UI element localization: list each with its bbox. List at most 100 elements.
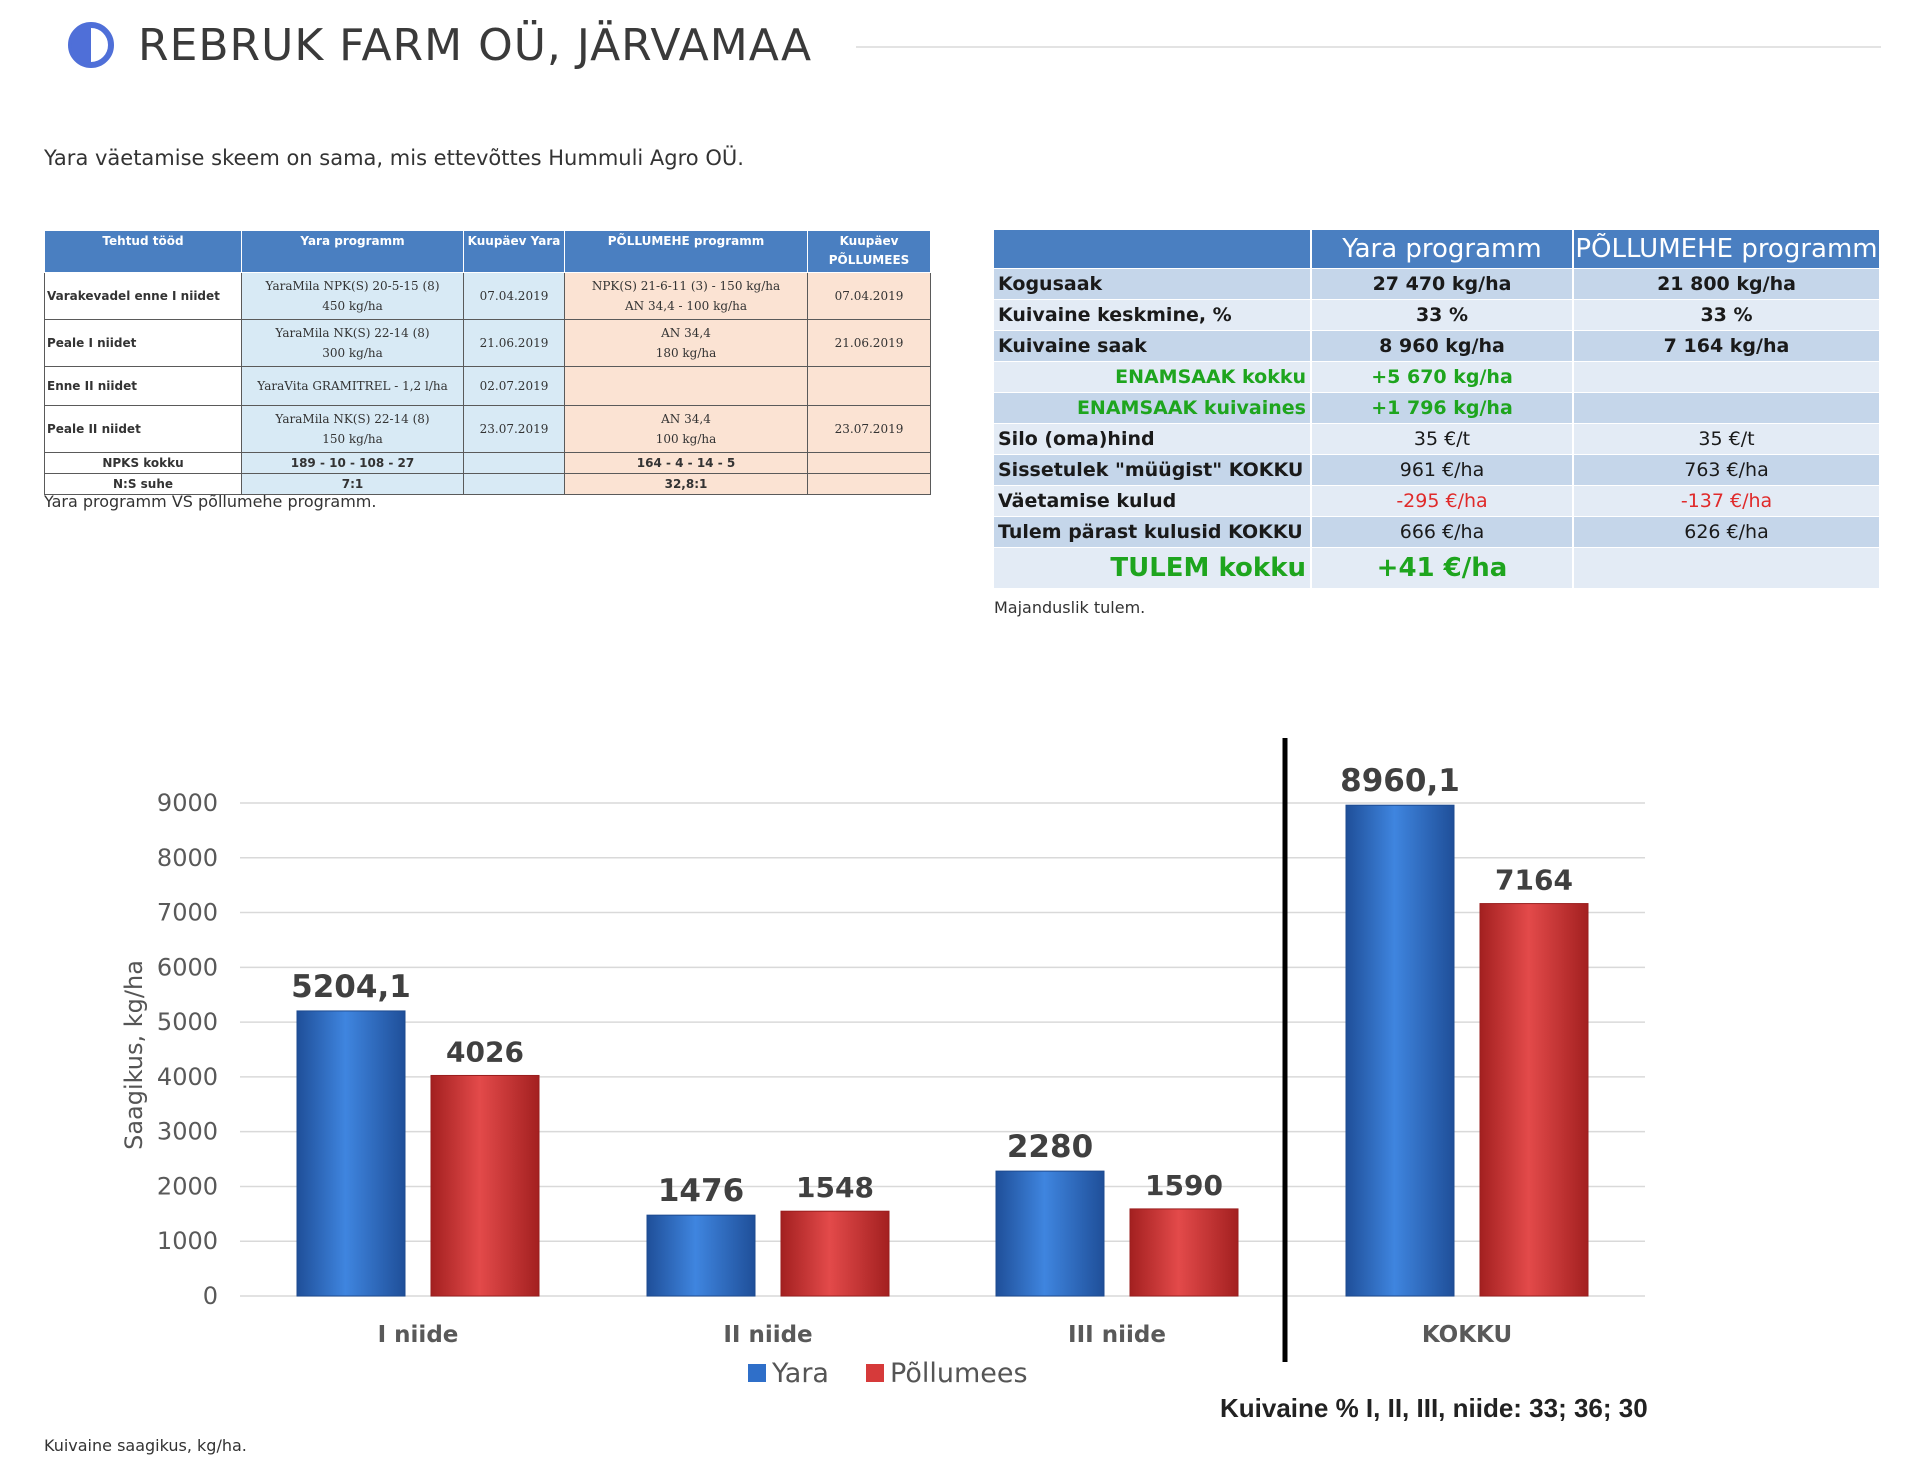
chart-legend: Yara Põllumees xyxy=(748,1358,1028,1389)
legend-swatch-pollumees xyxy=(866,1364,884,1382)
economics-table-header xyxy=(994,230,1312,269)
bar-pollumees xyxy=(1479,903,1589,1297)
data-label: 5204,1 xyxy=(291,969,411,1005)
farmer-program-cell: AN 34,4 100 kg/ha xyxy=(564,405,808,453)
farmer-value xyxy=(1573,361,1881,393)
farmer-date-cell xyxy=(807,366,931,406)
y-tick-label: 3000 xyxy=(157,1118,218,1146)
data-label: 1590 xyxy=(1145,1169,1223,1202)
row-label: Tulem pärast kulusid KOKKU xyxy=(994,516,1312,548)
bar-pollumees xyxy=(780,1210,890,1297)
program-table-header: PÕLLUMEHE programm xyxy=(564,230,808,273)
yara-value: -295 €/ha xyxy=(1311,485,1574,517)
farmer-value: 35 €/t xyxy=(1573,423,1881,455)
yara-value: 27 470 kg/ha xyxy=(1311,268,1574,300)
farmer-value: 7 164 kg/ha xyxy=(1573,330,1881,362)
yara-date-cell: 07.04.2019 xyxy=(463,272,565,320)
row-label: Kuivaine keskmine, % xyxy=(994,299,1312,331)
program-table-header: Tehtud tööd xyxy=(44,230,242,273)
farmer-program-cell xyxy=(564,366,808,406)
yara-ns-cell: 7:1 xyxy=(241,473,464,495)
farmer-value xyxy=(1573,392,1881,424)
data-label: 4026 xyxy=(446,1035,524,1068)
program-table-caption: Yara programm VS põllumehe programm. xyxy=(44,492,377,511)
row-label: Kogusaak xyxy=(994,268,1312,300)
row-label: ENAMSAAK kuivaines xyxy=(994,392,1312,424)
farmer-value: 21 800 kg/ha xyxy=(1573,268,1881,300)
table-row: ENAMSAAK kuivaines +1 796 kg/ha xyxy=(994,392,1881,424)
row-label: Enne II niidet xyxy=(44,366,242,406)
table-row: Kuivaine saak 8 960 kg/ha 7 164 kg/ha xyxy=(994,330,1881,362)
y-tick-label: 9000 xyxy=(157,789,218,817)
yara-program-cell: YaraVita GRAMITREL - 1,2 l/ha xyxy=(241,366,464,406)
legend-label-yara: Yara xyxy=(771,1358,829,1389)
row-label: Varakevadel enne I niidet xyxy=(44,272,242,320)
y-axis-label: Saagikus, kg/ha xyxy=(120,960,148,1150)
economics-table-wrapper: Yara programm PÕLLUMEHE programm Kogusaa… xyxy=(994,230,1881,588)
data-label: 1476 xyxy=(658,1173,744,1209)
table-row: Kuivaine keskmine, % 33 % 33 % xyxy=(994,299,1881,331)
data-label: 7164 xyxy=(1495,864,1573,897)
yara-program-cell: YaraMila NK(S) 22-14 (8) 300 kg/ha xyxy=(241,319,464,367)
row-label: Sissetulek "müügist" KOKKU xyxy=(994,454,1312,486)
yara-date-cell: 21.06.2019 xyxy=(463,319,565,367)
farmer-npks-cell: 164 - 4 - 14 - 5 xyxy=(564,452,808,474)
yara-value: 33 % xyxy=(1311,299,1574,331)
farmer-date-cell: 23.07.2019 xyxy=(807,405,931,453)
y-tick-label: 0 xyxy=(203,1282,218,1310)
yara-value: 35 €/t xyxy=(1311,423,1574,455)
economics-table: Yara programm PÕLLUMEHE programm Kogusaa… xyxy=(994,230,1881,588)
page-header: REBRUK FARM OÜ, JÄRVAMAA xyxy=(66,18,1881,74)
program-table-wrapper: Tehtud tööd Yara programm Kuupäev Yara P… xyxy=(44,230,931,495)
yara-date-cell: 02.07.2019 xyxy=(463,366,565,406)
empty-cell xyxy=(807,473,931,495)
header-divider xyxy=(856,46,1881,48)
data-label: 1548 xyxy=(796,1171,874,1204)
farmer-value: 33 % xyxy=(1573,299,1881,331)
table-row: Varakevadel enne I niidet YaraMila NPK(S… xyxy=(44,272,931,320)
table-row: Peale I niidet YaraMila NK(S) 22-14 (8) 3… xyxy=(44,319,931,367)
row-label: Peale II niidet xyxy=(44,405,242,453)
legend-label-pollumees: Põllumees xyxy=(890,1358,1028,1389)
table-row: Sissetulek "müügist" KOKKU 961 €/ha 763 … xyxy=(994,454,1881,486)
farmer-value: -137 €/ha xyxy=(1573,485,1881,517)
table-row: NPKS kokku 189 - 10 - 108 - 27 164 - 4 -… xyxy=(44,452,931,474)
data-label: 2280 xyxy=(1007,1129,1093,1165)
chart-caption: Kuivaine saagikus, kg/ha. xyxy=(44,1436,247,1455)
farmer-ns-cell: 32,8:1 xyxy=(564,473,808,495)
row-label: NPKS kokku xyxy=(44,452,242,474)
farmer-date-cell: 21.06.2019 xyxy=(807,319,931,367)
bar-yara xyxy=(646,1214,756,1297)
farmer-program-cell: NPK(S) 21-6-11 (3) - 150 kg/ha AN 34,4 - … xyxy=(564,272,808,320)
row-label: TULEM kokku xyxy=(994,547,1312,588)
yara-value: 8 960 kg/ha xyxy=(1311,330,1574,362)
table-row: Tulem pärast kulusid KOKKU 666 €/ha 626 … xyxy=(994,516,1881,548)
program-table-header: Kuupäev PÕLLUMEES xyxy=(807,230,931,273)
yara-value: +41 €/ha xyxy=(1311,547,1574,588)
page-title: REBRUK FARM OÜ, JÄRVAMAA xyxy=(138,20,813,71)
farmer-program-cell: AN 34,4 180 kg/ha xyxy=(564,319,808,367)
chart-x-categories: I niide II niide III niide KOKKU xyxy=(378,1322,1513,1348)
table-row: N:S suhe 7:1 32,8:1 xyxy=(44,473,931,495)
bar-pollumees xyxy=(1129,1208,1239,1297)
economics-table-header: Yara programm xyxy=(1311,230,1574,269)
bar-pollumees xyxy=(430,1074,540,1297)
data-label: 8960,1 xyxy=(1340,763,1460,799)
row-label: Kuivaine saak xyxy=(994,330,1312,362)
row-label: ENAMSAAK kokku xyxy=(994,361,1312,393)
yara-npks-cell: 189 - 10 - 108 - 27 xyxy=(241,452,464,474)
y-tick-label: 2000 xyxy=(157,1172,218,1200)
table-row: Peale II niidet YaraMila NK(S) 22-14 (8)… xyxy=(44,405,931,453)
farmer-date-cell: 07.04.2019 xyxy=(807,272,931,320)
bar-yara xyxy=(1345,804,1455,1297)
table-row: TULEM kokku +41 €/ha xyxy=(994,547,1881,588)
yara-date-cell: 23.07.2019 xyxy=(463,405,565,453)
table-row: Enne II niidet YaraVita GRAMITREL - 1,2 … xyxy=(44,366,931,406)
y-tick-label: 6000 xyxy=(157,953,218,981)
x-category-label: KOKKU xyxy=(1422,1322,1512,1348)
program-table: Tehtud tööd Yara programm Kuupäev Yara P… xyxy=(44,230,931,495)
dry-matter-note: Kuivaine % I, II, III, niide: 33; 36; 30 xyxy=(1220,1393,1648,1423)
chart-y-ticks: 0 1000 2000 3000 4000 5000 6000 7000 8000 9000 xyxy=(157,789,218,1310)
farmer-value: 626 €/ha xyxy=(1573,516,1881,548)
x-category-label: I niide xyxy=(378,1322,459,1348)
